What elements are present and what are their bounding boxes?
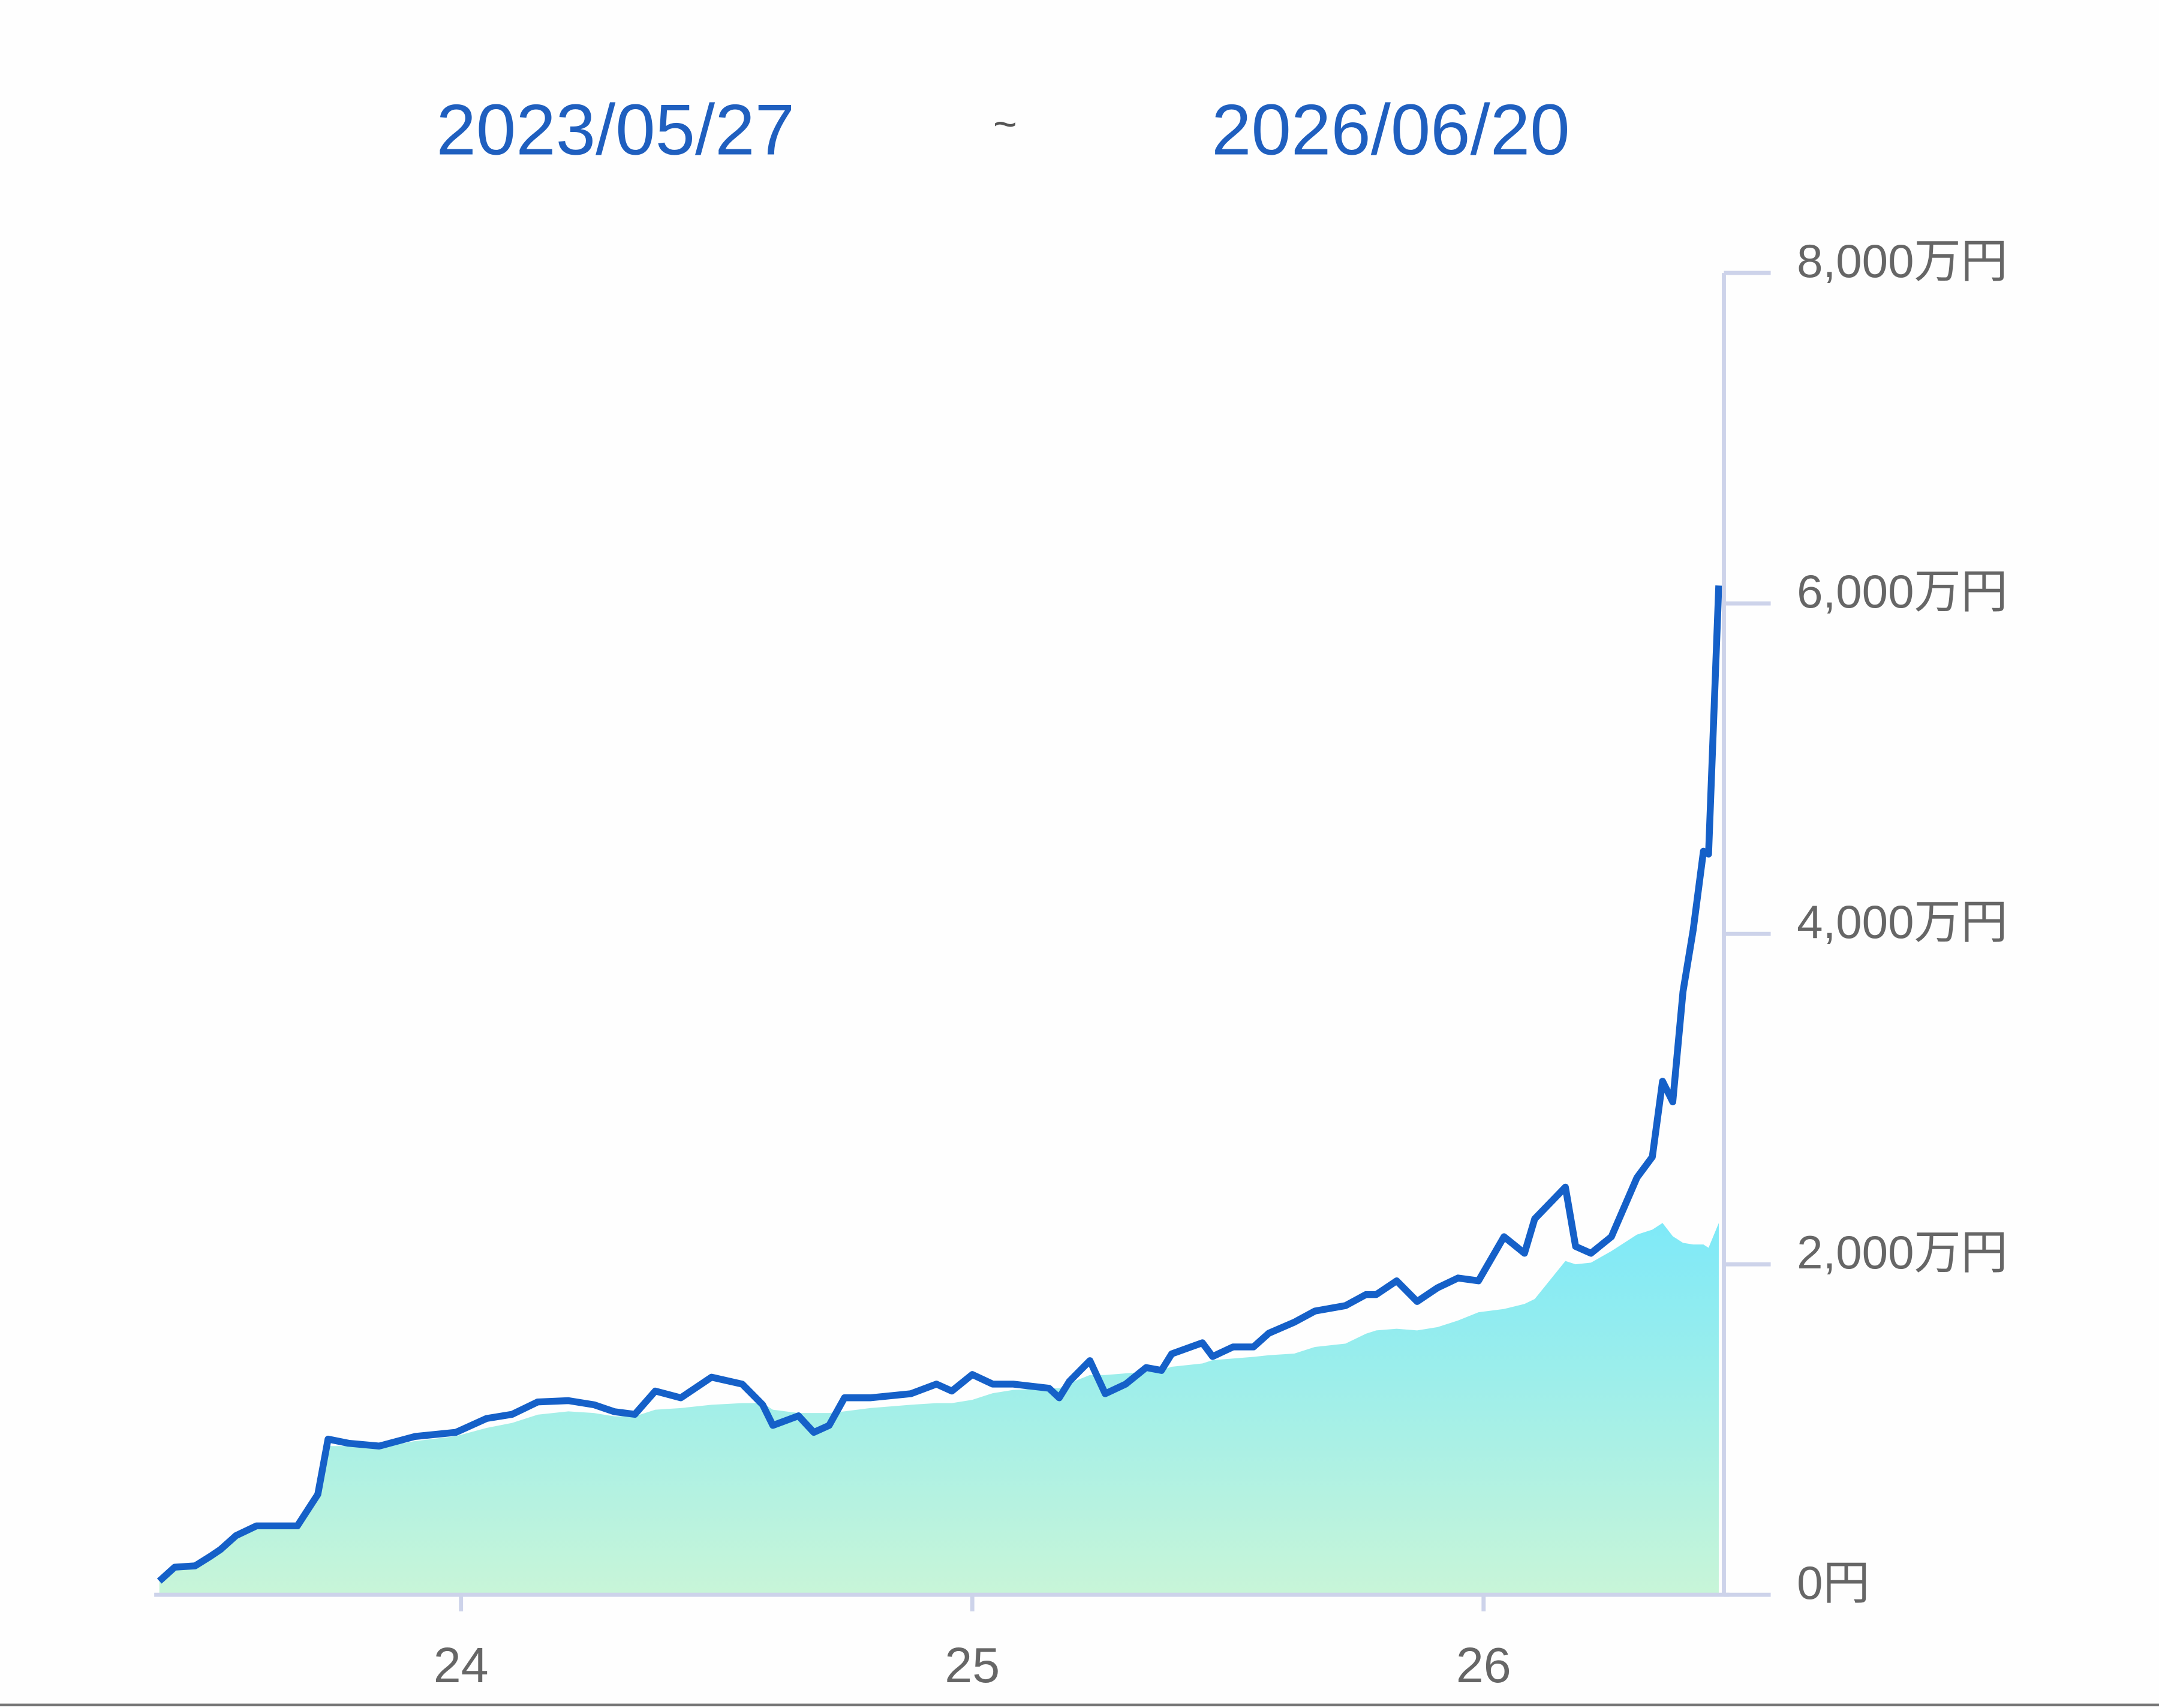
area xyxy=(159,1223,1719,1595)
line xyxy=(157,585,1722,1584)
y-tick-label: 2,000万円 xyxy=(1797,1226,2007,1279)
x-tick-label: 26 xyxy=(1456,1637,1511,1693)
x-tick-label: 25 xyxy=(945,1637,1000,1693)
y-tick-label: 8,000万円 xyxy=(1797,234,2007,287)
y-tick-label: 4,000万円 xyxy=(1797,895,2007,948)
y-tick-label: 6,000万円 xyxy=(1797,565,2007,618)
date-separator: ~ xyxy=(993,101,1017,147)
end-date[interactable]: 2026/06/20 xyxy=(1211,91,1569,170)
y-tick-label: 0円 xyxy=(1797,1556,1869,1609)
x-tick-label: 24 xyxy=(434,1637,489,1693)
plot: 0円 2,000万円 4,000万円 6,000万円 8,000万円 24 25 26 xyxy=(154,234,2008,1693)
start-date[interactable]: 2023/05/27 xyxy=(437,91,795,170)
